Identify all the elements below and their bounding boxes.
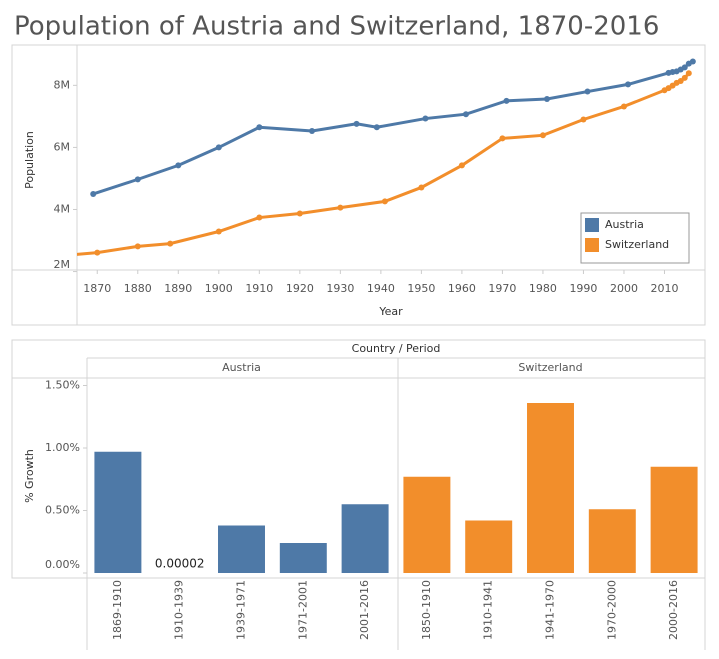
x-tick-label: 2000 (610, 282, 638, 295)
point (625, 81, 632, 88)
x-tick-label: 1869-1910 (111, 580, 124, 640)
dashboard-title: Population of Austria and Switzerland, 1… (14, 12, 659, 42)
point (381, 198, 388, 205)
y-tick-label: 0.00% (45, 558, 80, 571)
point (539, 132, 546, 139)
x-tick-label: 1930 (326, 282, 354, 295)
point (134, 176, 141, 183)
point (175, 162, 182, 169)
bar (588, 509, 636, 573)
x-tick-label: 1900 (205, 282, 233, 295)
x-tick-label: 1920 (286, 282, 314, 295)
y-tick-label: 1.00% (45, 441, 80, 454)
y-tick-label: 8M (54, 78, 71, 91)
point (422, 115, 429, 122)
point (620, 103, 627, 110)
x-header: Country / Period (352, 342, 441, 355)
x-tick-label: 1880 (124, 282, 152, 295)
point (685, 70, 692, 77)
y-tick-label: 4M (54, 202, 71, 215)
y-tick-label: 6M (54, 140, 71, 153)
x-axis-title: Year (378, 305, 403, 318)
legend-swatch (585, 218, 599, 232)
x-tick-label: 2010 (650, 282, 678, 295)
bar (341, 504, 389, 573)
legend-swatch (585, 238, 599, 252)
point (256, 124, 263, 131)
top-panel-frame (11, 44, 706, 326)
x-tick-label: 1960 (448, 282, 476, 295)
point (94, 249, 101, 256)
point (215, 228, 222, 235)
line (92, 60, 694, 196)
y-tick-label: 2M (54, 258, 71, 271)
pane-header: Switzerland (518, 361, 582, 374)
point (90, 190, 97, 197)
point (13, 256, 19, 262)
bar (279, 543, 327, 573)
legend-label: Switzerland (605, 238, 669, 251)
point (689, 58, 696, 65)
point (458, 162, 465, 169)
x-tick-label: 1939-1971 (235, 580, 248, 640)
x-tick-label: 1970-2000 (605, 580, 618, 640)
legend-label: Austria (605, 218, 644, 231)
pane-header: Austria (222, 361, 261, 374)
point (418, 184, 425, 191)
x-tick-label: 1950 (407, 282, 435, 295)
x-tick-label: 1890 (164, 282, 192, 295)
bottom-panel-frame (11, 339, 706, 579)
x-tick-label: 2001-2016 (358, 580, 371, 640)
x-tick-label: 1940 (367, 282, 395, 295)
point (353, 120, 360, 127)
point (167, 240, 174, 247)
x-tick-label: 1941-1970 (544, 580, 557, 640)
x-tick-label: 1910-1941 (482, 580, 495, 640)
x-tick-label: 1910 (245, 282, 273, 295)
point (256, 214, 263, 221)
x-tick-label: 1990 (569, 282, 597, 295)
point (543, 96, 550, 102)
point (308, 127, 315, 134)
bar (94, 451, 142, 573)
bar (650, 466, 698, 573)
y-tick-label: 0.50% (45, 504, 80, 517)
bar (465, 520, 513, 573)
x-tick-label: 2000-2016 (667, 580, 680, 640)
x-tick-label: 1910-1939 (173, 580, 186, 640)
bar (527, 403, 574, 573)
y-axis-title: % Growth (23, 449, 36, 503)
plot-area (13, 58, 696, 262)
point (215, 144, 222, 151)
y-tick-label: 1.50% (45, 379, 80, 392)
y-axis-title: Population (23, 131, 36, 189)
point (296, 210, 303, 217)
point (580, 116, 587, 123)
x-tick-label: 1970 (488, 282, 516, 295)
point (681, 74, 688, 81)
point (462, 111, 469, 118)
point (499, 135, 506, 142)
point (503, 97, 510, 104)
point (584, 88, 591, 95)
point (677, 78, 684, 84)
bar (403, 476, 451, 573)
point (337, 204, 344, 211)
x-tick-label: 1971-2001 (296, 580, 309, 640)
x-tick-label: 1850-1910 (420, 580, 433, 640)
point (373, 124, 380, 131)
x-tick-label: 1870 (83, 282, 111, 295)
x-tick-label: 1980 (529, 282, 557, 295)
bar (218, 525, 265, 573)
point (681, 64, 688, 71)
point (134, 243, 141, 250)
data-label: 0.00002 (155, 556, 205, 570)
